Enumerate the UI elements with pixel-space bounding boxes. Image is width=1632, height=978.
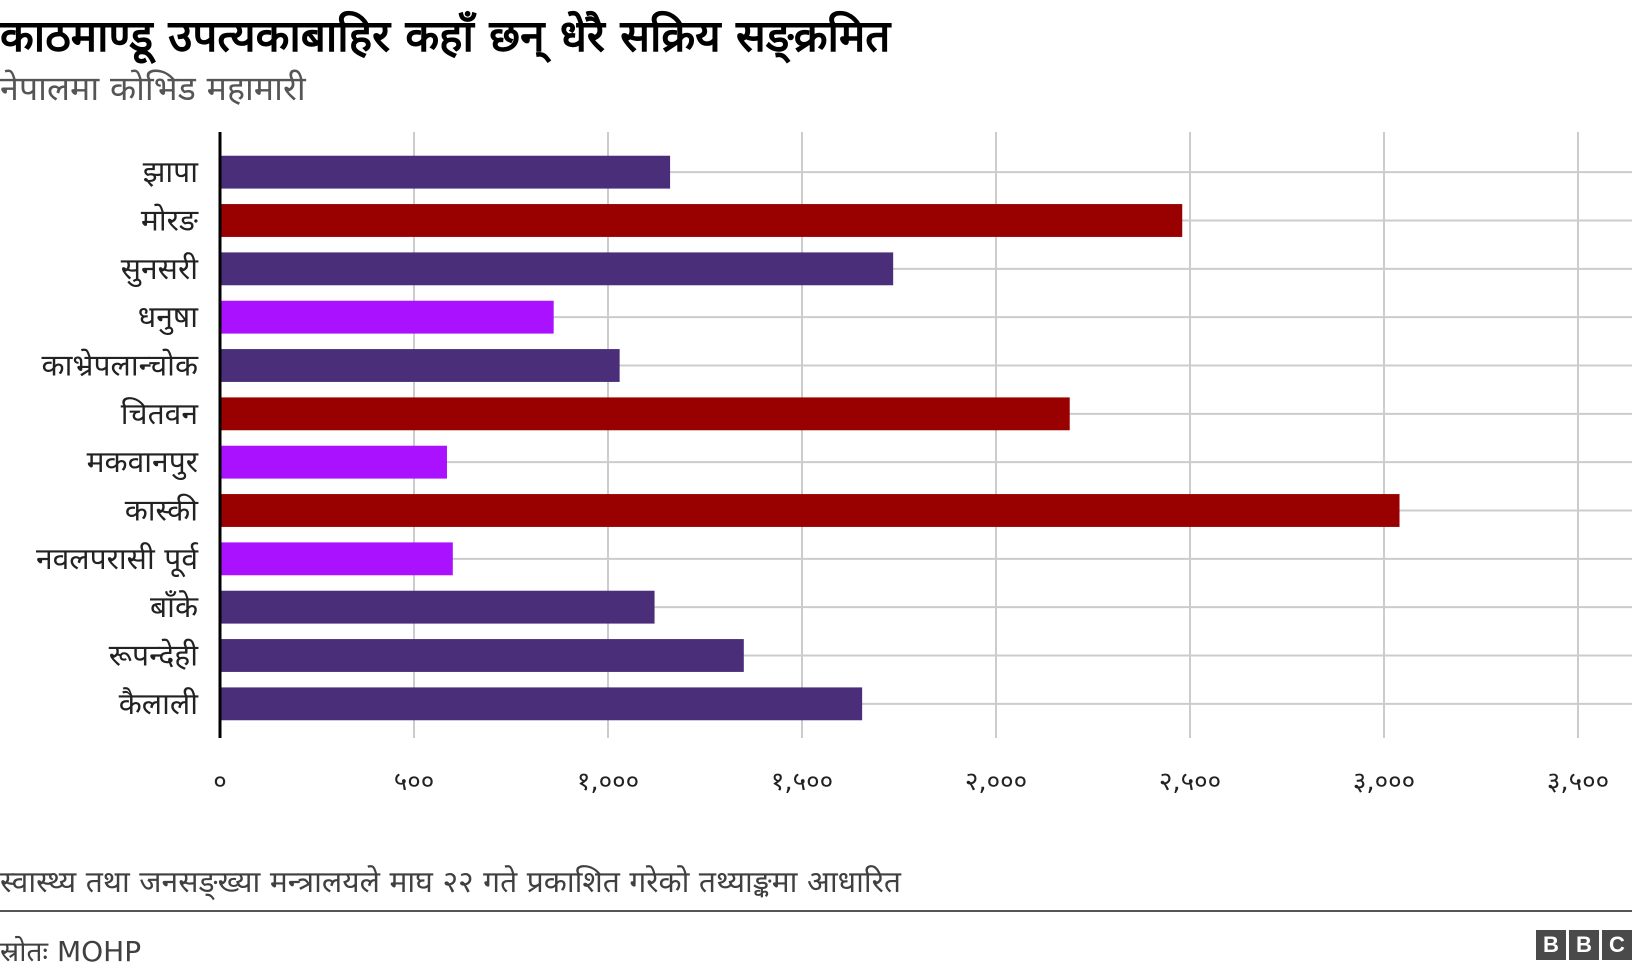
bbc-logo-letter-b1: B: [1536, 930, 1566, 960]
bar-6: [220, 445, 447, 479]
x-tick-label-7: ३,५००: [1547, 767, 1609, 797]
chart-title: काठमाण्डू उपत्यकाबाहिर कहाँ छन् धेरै सक्…: [0, 11, 891, 62]
bar-10: [220, 639, 744, 672]
x-tick-label-5: २,५००: [1159, 767, 1221, 797]
category-label-0: झापा: [143, 155, 199, 190]
bbc-logo-letter-b2: B: [1569, 930, 1599, 960]
x-tick-label-6: ३,०००: [1353, 767, 1415, 797]
x-tick-label-4: २,०००: [965, 767, 1027, 797]
category-label-8: नवलपरासी पूर्व: [36, 542, 199, 578]
x-tick-label-2: १,०००: [577, 767, 639, 797]
category-label-4: काभ्रेपलान्चोक: [42, 349, 199, 384]
category-label-7: कास्की: [125, 494, 200, 529]
category-label-6: मकवानपुर: [87, 445, 199, 481]
category-label-5: चितवन: [121, 397, 200, 432]
x-tick-label-1: ५००: [394, 767, 435, 797]
bar-5: [220, 397, 1070, 431]
bar-1: [220, 204, 1183, 237]
category-label-3: धनुषा: [138, 300, 199, 336]
bar-9: [220, 590, 655, 624]
bar-0: [220, 155, 671, 189]
bar-3: [220, 300, 554, 334]
bar-7: [220, 494, 1400, 527]
source-label: स्रोतः MOHP: [0, 935, 142, 968]
bar-4: [220, 349, 620, 382]
x-tick-label-3: १,५००: [771, 767, 833, 797]
x-tick-label-0: ०: [213, 767, 227, 797]
bar-8: [220, 542, 453, 576]
bbc-logo-letter-c: C: [1602, 930, 1632, 960]
bbc-logo: B B C: [1536, 930, 1632, 960]
category-label-9: बाँके: [150, 590, 199, 625]
footer-divider: [0, 910, 1632, 912]
bar-chart: झापा मोरङ सुनसरी धनुषा काभ्रेपलान्चोक चितवन मक…: [36, 132, 1632, 797]
category-label-1: मोरङ: [141, 204, 199, 239]
footnote: स्वास्थ्य तथा जनसङ्ख्या मन्त्रालयले माघ …: [0, 865, 902, 900]
bar-11: [220, 687, 863, 721]
category-label-2: सुनसरी: [121, 252, 199, 288]
bar-2: [220, 252, 894, 286]
chart-subtitle: नेपालमा कोभिड महामारी: [0, 69, 306, 109]
category-label-11: कैलाली: [119, 687, 199, 722]
category-label-10: रूपन्देही: [109, 639, 199, 674]
